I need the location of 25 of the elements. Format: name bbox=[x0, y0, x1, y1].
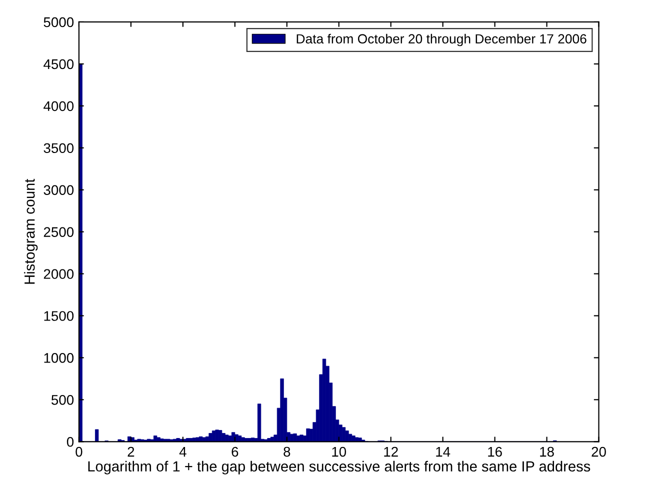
y-tick-label: 4500 bbox=[44, 59, 74, 70]
x-tick-label: 2 bbox=[128, 446, 134, 457]
y-tick-label: 5000 bbox=[44, 17, 74, 28]
x-tick-label: 4 bbox=[179, 447, 186, 457]
y-axis-title: Histogram count bbox=[24, 178, 38, 284]
x-tick-label: 6 bbox=[232, 446, 238, 457]
x-tick-label: 0 bbox=[76, 446, 82, 457]
y-tick-label: 1000 bbox=[44, 353, 74, 363]
y-tick-label: 2500 bbox=[44, 227, 74, 237]
y-tick-label: 3500 bbox=[44, 143, 74, 154]
legend-label: Data from October 20 through December 17 2006 bbox=[296, 34, 586, 46]
y-tick-label: 0 bbox=[66, 436, 74, 447]
y-tick-label: 1500 bbox=[44, 311, 74, 321]
x-tick-label: 16 bbox=[488, 446, 502, 457]
y-tick-label: 2000 bbox=[44, 269, 74, 279]
y-tick-label: 3000 bbox=[44, 185, 74, 195]
x-axis-title: Logarithm of 1 + the gap between successive alerts from the same IP address bbox=[88, 460, 590, 474]
x-tick-label: 12 bbox=[384, 446, 398, 457]
y-tick-label: 500 bbox=[51, 395, 74, 405]
x-tick-label: 18 bbox=[540, 446, 554, 457]
x-tick-label: 20 bbox=[592, 446, 606, 457]
y-tick-label: 4000 bbox=[44, 101, 74, 112]
x-tick-label: 14 bbox=[436, 447, 450, 457]
x-tick-label: 10 bbox=[332, 446, 346, 457]
x-tick-label: 8 bbox=[284, 446, 290, 457]
